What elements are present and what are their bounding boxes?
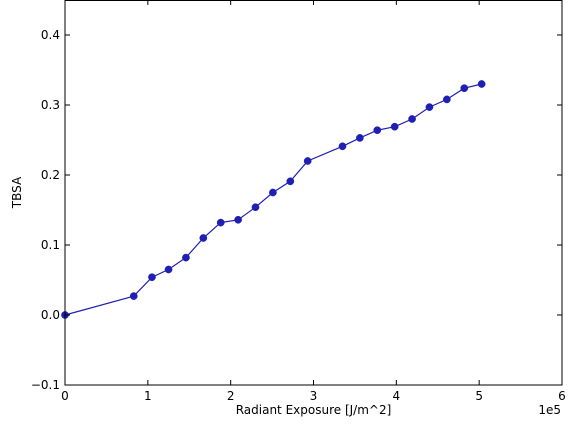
data-point — [338, 142, 347, 151]
data-point — [269, 188, 277, 197]
data-point — [234, 215, 242, 224]
y-axis-label: TBSA — [10, 176, 24, 209]
data-point — [303, 157, 312, 165]
y-tick-label: 0.1 — [41, 238, 60, 252]
data-point — [373, 126, 382, 135]
data-point — [199, 234, 208, 242]
data-point — [408, 115, 416, 123]
y-tick-label: 0.0 — [41, 308, 60, 322]
x-tick-label: 6 — [558, 389, 566, 403]
data-point — [129, 292, 138, 300]
data-point — [443, 95, 451, 104]
plot-frame — [64, 0, 563, 386]
x-axis-scale-label: 1e5 — [538, 403, 561, 417]
x-axis-label: Radiant Exposure [J/m^2] — [236, 403, 392, 417]
data-point — [148, 273, 156, 282]
x-tick-label: 4 — [393, 389, 401, 403]
x-tick-label: 5 — [475, 389, 483, 403]
y-tick-label: 0.2 — [41, 168, 60, 182]
y-tick-label: 0.4 — [41, 28, 60, 42]
y-tick-label: 0.3 — [41, 98, 60, 112]
data-point — [164, 265, 173, 274]
data-point — [251, 203, 260, 212]
plot-background — [65, 0, 562, 385]
plot-area — [65, 0, 562, 385]
data-point — [477, 80, 486, 88]
data-point — [460, 84, 469, 93]
data-point — [216, 218, 225, 227]
axes-layer: 0 1 2 3 4 5 6 −0.1 0.0 0.1 0.2 0.3 0.4 — [31, 0, 566, 403]
data-point — [182, 253, 190, 262]
data-point — [425, 103, 434, 111]
x-tick-label: 3 — [310, 389, 318, 403]
data-point — [390, 122, 399, 131]
data-point — [286, 177, 295, 186]
x-tick-label: 2 — [227, 389, 235, 403]
series-layer — [61, 80, 486, 319]
x-tick-label: 1 — [144, 389, 152, 403]
y-tick-label: −0.1 — [31, 378, 60, 392]
x-tick-label: 0 — [61, 389, 69, 403]
data-point — [356, 134, 364, 142]
